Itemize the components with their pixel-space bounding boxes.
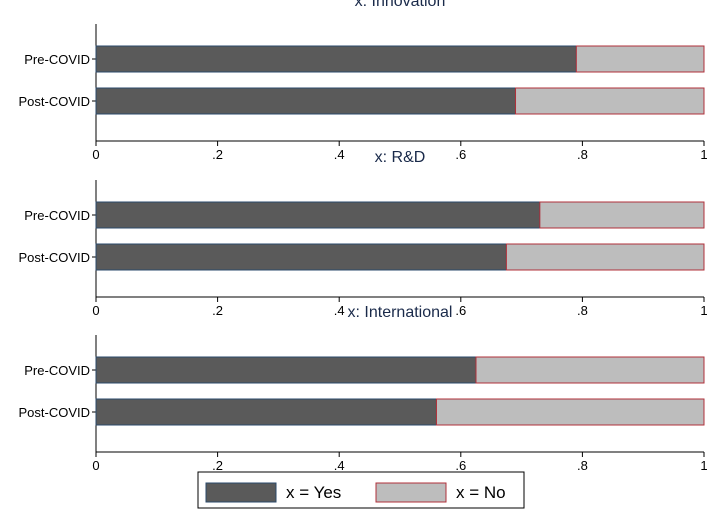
bar-segment-no [505, 243, 705, 271]
x-tick-label: .2 [212, 303, 223, 318]
category-label: Pre-COVID [24, 52, 90, 67]
x-tick-label: 0 [92, 147, 99, 162]
category-label: Pre-COVID [24, 363, 90, 378]
bar-segment-no [539, 201, 705, 229]
bar-segment-yes [95, 45, 577, 73]
x-tick-label: .4 [334, 147, 345, 162]
legend: x = Yes x = No [197, 471, 525, 509]
bar-segment-yes [95, 243, 507, 271]
bar-segment-yes [95, 87, 517, 115]
x-tick-label: .4 [334, 458, 345, 473]
legend-label: x = No [456, 483, 506, 502]
bar-segment-yes [95, 201, 541, 229]
x-tick-label: .6 [455, 303, 466, 318]
panel: x: International Pre-COVID Post-COVID 0 .2 .4… [18, 304, 707, 473]
x-tick-label: 1 [700, 458, 707, 473]
legend-swatch-no [375, 482, 447, 503]
bar-segment-yes [95, 356, 477, 384]
panel: x: R&D Pre-COVID Post-COVID 0 .2 .4 .6 .8 1 [18, 149, 707, 318]
x-tick-label: 1 [700, 147, 707, 162]
panel: x: Innovation Pre-COVID Post-COVID 0 .2 .4 .6.… [18, 0, 707, 162]
x-tick-label: 1 [700, 303, 707, 318]
panel-title: x: International [348, 304, 453, 321]
x-tick-label: .8 [577, 303, 588, 318]
x-tick-label: .8 [577, 147, 588, 162]
x-tick-label: 0 [92, 458, 99, 473]
x-tick-label: .4 [334, 303, 345, 318]
x-tick-label: 0 [92, 303, 99, 318]
x-tick-label: .2 [212, 147, 223, 162]
panel-title: x: R&D [375, 149, 426, 166]
x-tick-label: .6 [455, 147, 466, 162]
category-label: Post-COVID [18, 405, 90, 420]
x-tick-label: .2 [212, 458, 223, 473]
x-tick-label: .8 [577, 458, 588, 473]
panels-layer: x: Innovation Pre-COVID Post-COVID 0 .2 .4 .6.… [18, 0, 707, 473]
bar-segment-no [435, 398, 705, 426]
x-tick-label: .6 [455, 458, 466, 473]
bar-segment-yes [95, 398, 437, 426]
panel-title: x: Innovation [355, 0, 446, 10]
bar-segment-no [475, 356, 705, 384]
legend-swatch-yes [205, 482, 277, 503]
bar-segment-no [575, 45, 705, 73]
legend-label: x = Yes [286, 483, 341, 502]
category-label: Pre-COVID [24, 208, 90, 223]
category-label: Post-COVID [18, 94, 90, 109]
category-label: Post-COVID [18, 250, 90, 265]
bar-segment-no [515, 87, 705, 115]
